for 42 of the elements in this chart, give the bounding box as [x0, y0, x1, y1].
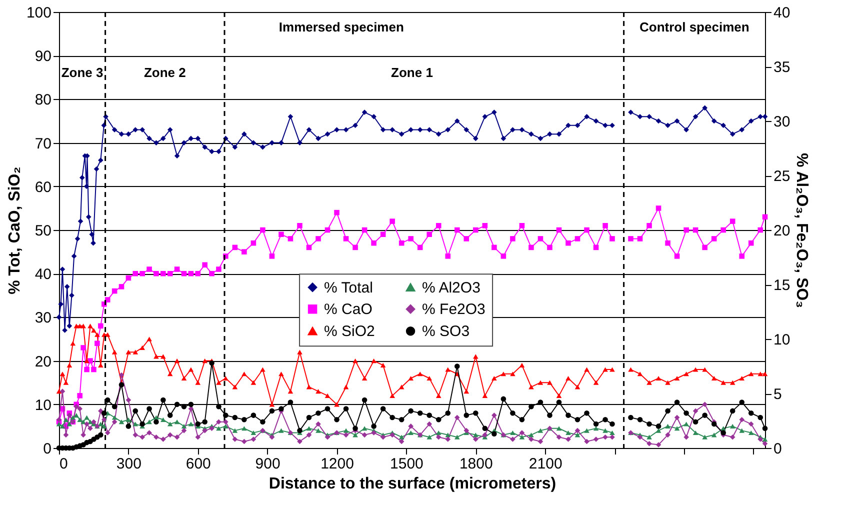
- y2-tick-label: 15: [774, 277, 790, 294]
- annotation: Zone 3: [61, 65, 104, 80]
- legend-label: % Total: [324, 279, 373, 296]
- x-tick-label: 0: [60, 456, 68, 472]
- y-tick-label: 50: [34, 222, 52, 240]
- annotation: Control specimen: [640, 19, 750, 34]
- y-axis-title: % Tot, CaO, SiO₂: [6, 166, 24, 294]
- y-tick-label: 80: [34, 92, 52, 109]
- y2-tick-label: 40: [774, 4, 790, 22]
- y2-tick-label: 30: [774, 114, 790, 130]
- y-tick-label: 30: [34, 310, 52, 327]
- legend-label: % SiO2: [324, 323, 375, 340]
- x-tick-label: 600: [186, 456, 211, 472]
- legend-label: % Al2O3: [422, 279, 480, 296]
- x-tick-label: 300: [116, 456, 142, 472]
- annotation: Immersed specimen: [278, 19, 404, 34]
- y-tick-label: 60: [34, 178, 52, 196]
- y-tick-label: 0: [43, 440, 52, 458]
- legend-label: % CaO: [324, 301, 372, 318]
- x-tick-label: 1500: [390, 456, 424, 472]
- y2-tick-label: 10: [774, 332, 790, 348]
- y-tick-label: 70: [34, 135, 52, 152]
- annotation: Zone 1: [391, 65, 433, 80]
- y2-tick-label: 25: [774, 168, 790, 185]
- legend-label: % Fe2O3: [422, 301, 486, 318]
- y2-tick-label: 35: [774, 59, 790, 76]
- legend-label: % SO3: [422, 323, 470, 340]
- x-axis-title: Distance to the surface (micrometers): [268, 476, 556, 492]
- y-tick-label: 40: [34, 266, 52, 284]
- y-tick-label: 20: [34, 353, 52, 370]
- y-tick-label: 90: [34, 48, 52, 66]
- y2-tick-label: 0: [774, 440, 782, 458]
- y2-tick-label: 20: [774, 222, 790, 240]
- y2-axis-title: % Al₂O₃, Fe₂O₃, SO₃: [793, 153, 810, 308]
- x-tick-label: 1800: [459, 456, 493, 472]
- y-tick-label: 100: [26, 4, 52, 22]
- x-tick-label: 900: [255, 456, 280, 472]
- annotation: Zone 2: [144, 65, 186, 80]
- x-tick-label: 1200: [320, 456, 354, 472]
- x-tick-label: 2100: [528, 456, 562, 472]
- y2-tick-label: 5: [774, 386, 782, 403]
- y-tick-label: 10: [34, 396, 52, 414]
